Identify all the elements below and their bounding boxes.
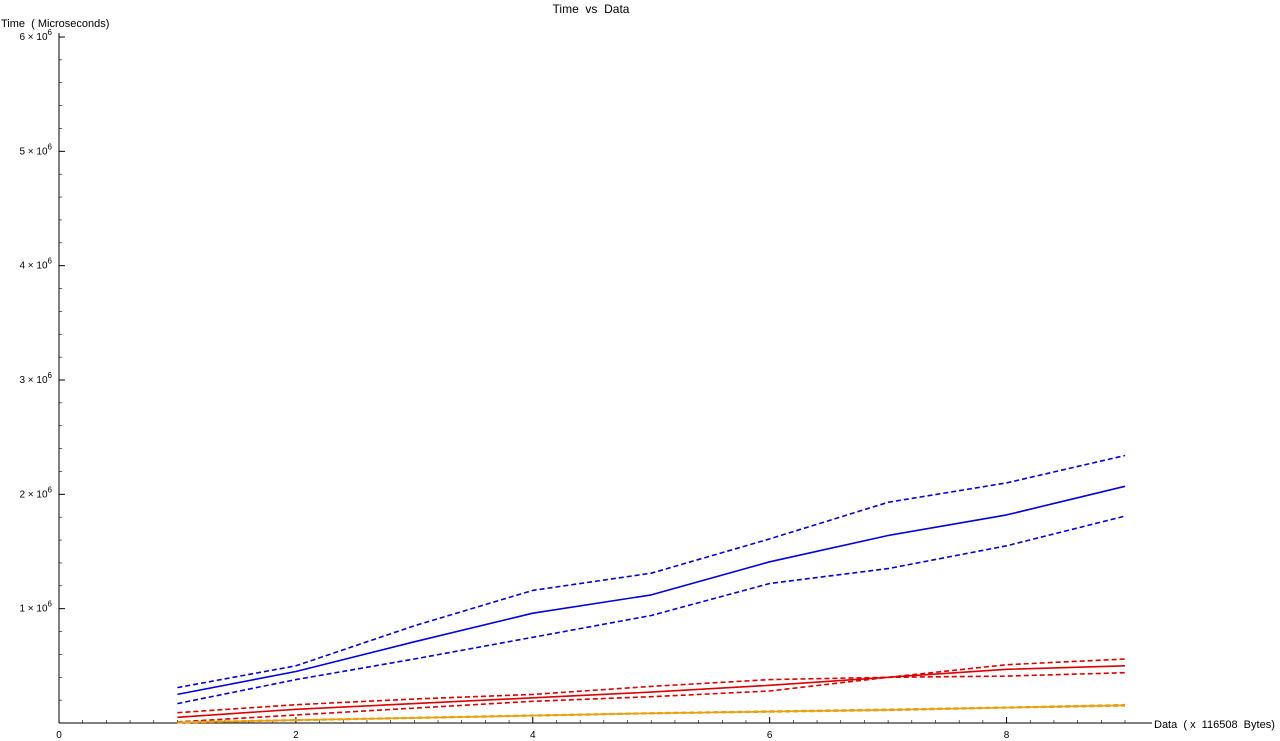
y-minor-ticks	[59, 59, 62, 701]
series-line-3	[177, 515, 1126, 705]
y-tick-label: 2 × 106	[19, 485, 52, 500]
y-tick-label: 5 × 106	[19, 142, 52, 157]
series-line-4	[177, 665, 1126, 719]
x-tick-label: 2	[293, 730, 299, 741]
x-tick-label: 4	[530, 730, 536, 741]
y-tick-label: 1 × 106	[19, 600, 52, 615]
series-line-2	[177, 454, 1126, 689]
y-ticks: 1 × 106 2 × 106 3 × 106 4 × 106 5 × 106 6 × 1…	[19, 28, 65, 615]
series-line-6	[177, 671, 1126, 723]
y-tick-label: 3 × 106	[19, 371, 52, 386]
series-line-9	[177, 705, 1126, 724]
y-tick-label: 6 × 106	[19, 28, 52, 43]
series-line-5	[177, 658, 1126, 714]
y-tick-label: 4 × 106	[19, 257, 52, 272]
x-ticks: 0 2 4 6 8	[56, 717, 1010, 741]
x-tick-label: 6	[767, 730, 773, 741]
y-axis-label: Time ( Microseconds)	[1, 18, 109, 30]
x-tick-label: 8	[1004, 730, 1010, 741]
x-axis-label: Data ( x 116508 Bytes)	[1154, 719, 1275, 731]
chart-title: Time vs Data	[553, 2, 630, 16]
series-layer	[177, 454, 1126, 724]
series-line-1	[177, 485, 1126, 696]
x-tick-label: 0	[56, 730, 62, 741]
